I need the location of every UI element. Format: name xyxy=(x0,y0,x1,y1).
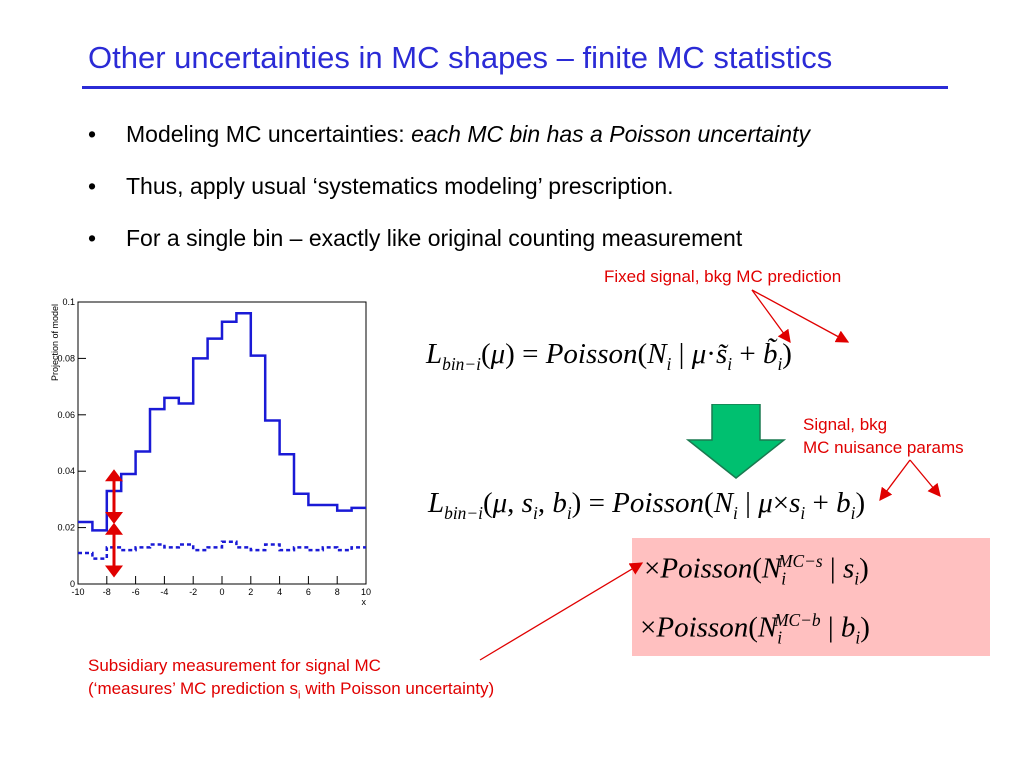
x-tick-label: -8 xyxy=(103,587,111,597)
bullet-marker: • xyxy=(88,225,97,251)
annotation-arrow xyxy=(751,289,791,344)
x-tick-label: -2 xyxy=(189,587,197,597)
bullet-item: • Modeling MC uncertainties: each MC bin… xyxy=(88,120,810,172)
likelihood-nuisance-equation: Lbin−i(μ, si, bi) = Poisson(Ni | μ×si + … xyxy=(428,487,866,523)
x-tick-label: -6 xyxy=(132,587,140,597)
subsidiary-box xyxy=(632,538,990,656)
annotation-arrow xyxy=(909,459,941,497)
y-tick-label: 0.06 xyxy=(57,410,75,420)
bullet-list: • Modeling MC uncertainties: each MC bin… xyxy=(88,120,810,276)
title-underline xyxy=(82,86,948,89)
arrow-head xyxy=(105,511,123,524)
x-tick-label: 4 xyxy=(277,587,282,597)
y-tick-label: 0.1 xyxy=(62,297,75,307)
nuisance-note-line2: MC nuisance params xyxy=(803,438,964,457)
down-arrow-icon xyxy=(686,404,786,479)
bullet-text: For a single bin – exactly like original… xyxy=(126,225,743,251)
bullet-emphasis: each MC bin has a Poisson uncertainty xyxy=(411,121,810,147)
annotation-arrow xyxy=(879,459,911,502)
bullet-text: Modeling MC uncertainties: xyxy=(126,121,412,147)
histogram-plot: 0 0.02 0.04 0.06 0.08 0.1 -10 -8 -6 -4 -2 0 2 4 6 8 10x P… xyxy=(50,297,371,607)
likelihood-fixed-equation: Lbin−i(μ) = Poisson(Ni | μ·s̃i + b̃i) xyxy=(426,338,792,374)
y-tick-label: 0.02 xyxy=(57,523,75,533)
annotation-arrow xyxy=(479,562,644,661)
subsidiary-note-line1: Subsidiary measurement for signal MC xyxy=(88,656,381,675)
x-tick-label: 0 xyxy=(219,587,224,597)
y-axis-label: Projection of model xyxy=(50,304,60,381)
bullet-item: • For a single bin – exactly like origin… xyxy=(88,224,810,276)
x-tick-label: 10 xyxy=(361,587,371,597)
y-tick-label: 0.04 xyxy=(57,466,75,476)
arrow-head xyxy=(105,522,123,535)
signal-mc-poisson-term: ×Poisson(NiMC−s | si) xyxy=(644,551,869,589)
fixed-prediction-note: Fixed signal, bkg MC prediction xyxy=(604,267,842,286)
x-tick-label: -4 xyxy=(160,587,168,597)
bullet-item: • Thus, apply usual ‘systematics modelin… xyxy=(88,172,810,224)
arrow-head xyxy=(105,565,123,578)
x-tick-label: 8 xyxy=(335,587,340,597)
y-tick-label: 0.08 xyxy=(57,353,75,363)
y-tick-label: 0 xyxy=(70,579,75,589)
x-axis-label: x xyxy=(362,597,367,607)
slide-title: Other uncertainties in MC shapes – finit… xyxy=(88,40,833,75)
arrow-head xyxy=(105,469,123,482)
bullet-marker: • xyxy=(88,173,97,199)
x-tick-label: 6 xyxy=(306,587,311,597)
background-mc-poisson-term: ×Poisson(NiMC−b | bi) xyxy=(640,610,870,648)
x-tick-label: -10 xyxy=(71,587,84,597)
bullet-text: Thus, apply usual ‘systematics modeling’… xyxy=(126,173,674,199)
mc-prediction-dashed-line xyxy=(78,540,366,560)
nuisance-note-line1: Signal, bkg xyxy=(803,415,888,434)
annotation-arrow xyxy=(751,289,850,343)
x-tick-label: 2 xyxy=(248,587,253,597)
model-histogram-line xyxy=(78,312,366,532)
subsidiary-note-line2: (‘measures’ MC prediction si with Poisso… xyxy=(88,679,495,702)
bullet-marker: • xyxy=(88,121,97,147)
